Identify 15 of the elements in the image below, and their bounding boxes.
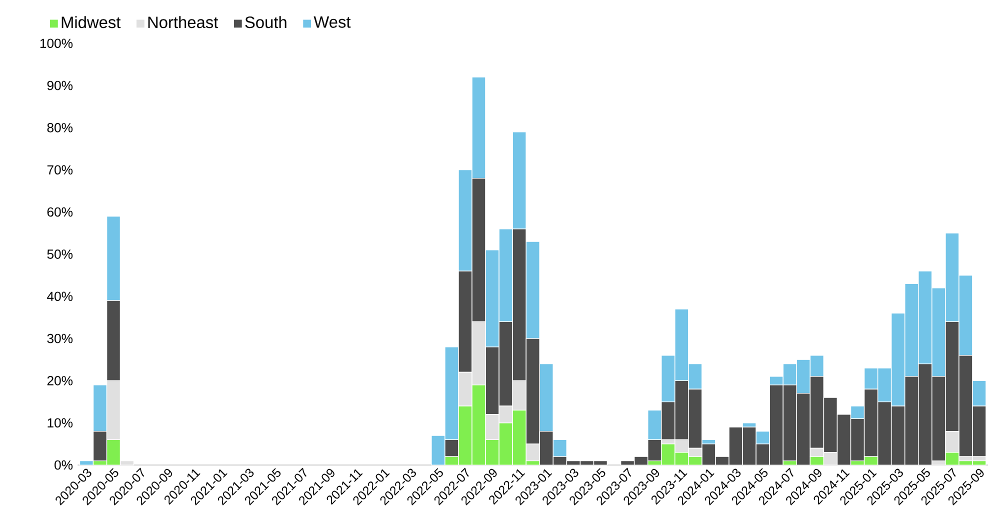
y-tick-label: 30% bbox=[47, 334, 73, 344]
y-tick-label: 10% bbox=[48, 418, 73, 428]
y-tick-label: 40% bbox=[47, 292, 73, 301]
y-tick-label: 70% bbox=[47, 165, 73, 174]
legend-label: Northeast bbox=[148, 16, 218, 28]
y-tick-label: 60% bbox=[47, 207, 73, 217]
y-tick-label: 50% bbox=[47, 249, 73, 259]
y-tick-label: 20% bbox=[47, 376, 73, 386]
legend-label: Midwest bbox=[62, 16, 121, 28]
y-tick-label: 0% bbox=[54, 460, 73, 470]
y-tick-label: 90% bbox=[47, 80, 73, 90]
y-tick-label: 100% bbox=[40, 38, 73, 48]
legend-label: West bbox=[314, 16, 351, 28]
legend-label: South bbox=[245, 16, 286, 28]
y-tick-label: 80% bbox=[47, 122, 73, 132]
